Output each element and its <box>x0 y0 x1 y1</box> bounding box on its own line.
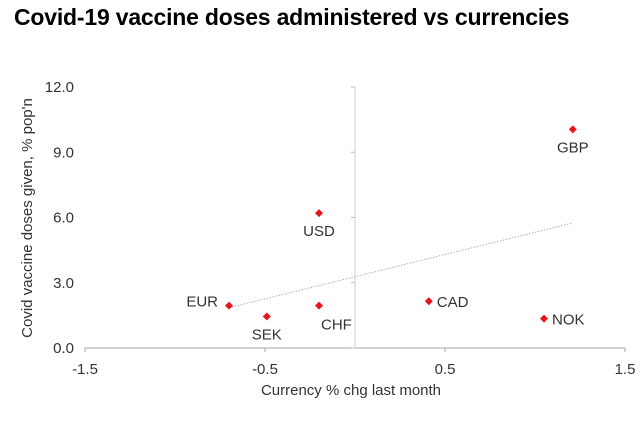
x-tick-label: -0.5 <box>252 361 278 378</box>
y-tick-label: 0.0 <box>53 340 74 357</box>
x-tick-label: 0.5 <box>435 361 456 378</box>
chart-title: Covid-19 vaccine doses administered vs c… <box>14 4 570 30</box>
axes-layer: 0.0 3.0 6.0 9.0 12.0 -1.5 -0.5 0.5 1.5 <box>45 79 636 378</box>
x-tick-label: 1.5 <box>615 361 636 378</box>
trendline-layer <box>228 222 573 309</box>
data-point-nok <box>540 314 548 323</box>
data-point-chf <box>315 301 323 310</box>
data-point-cad <box>424 297 433 306</box>
data-point-gbp <box>568 125 577 134</box>
data-point-usd <box>315 209 323 218</box>
data-point-eur <box>225 301 233 310</box>
data-label-nok: NOK <box>552 312 585 329</box>
data-label-cad: CAD <box>437 294 469 311</box>
data-label-gbp: GBP <box>557 139 589 156</box>
y-tick-label: 3.0 <box>53 275 74 292</box>
data-label-sek: SEK <box>252 326 282 343</box>
data-point-sek <box>262 312 271 321</box>
x-axis-label: Currency % chg last month <box>261 382 441 399</box>
x-tick-label: -1.5 <box>72 361 98 378</box>
y-axis-label: Covid vaccine doses given, % pop'n <box>19 98 36 338</box>
data-label-chf: CHF <box>321 317 352 334</box>
data-label-usd: USD <box>303 223 335 240</box>
data-label-eur: EUR <box>186 294 218 311</box>
trendline <box>228 222 573 309</box>
points-layer <box>225 125 577 323</box>
y-tick-label: 6.0 <box>53 210 74 227</box>
y-tick-label: 9.0 <box>53 144 74 161</box>
point-labels-layer: EUR SEK USD CHF CAD NOK GBP <box>186 139 588 343</box>
y-tick-label: 12.0 <box>45 79 74 96</box>
